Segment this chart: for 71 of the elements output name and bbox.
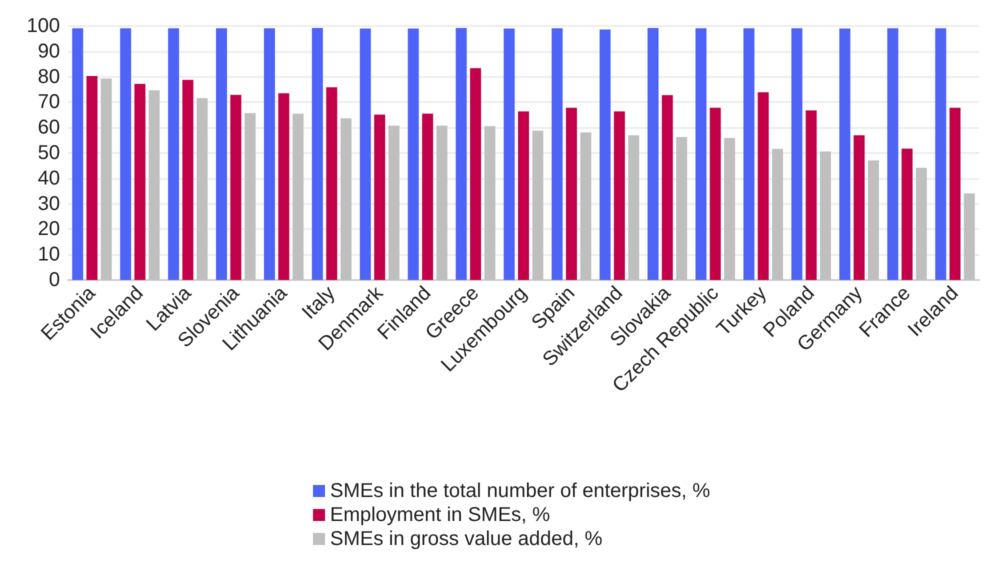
bar: [408, 28, 419, 280]
bar: [916, 168, 927, 280]
bar: [484, 126, 496, 280]
bar: [758, 92, 769, 280]
bar: [839, 28, 850, 280]
bar: [292, 114, 304, 280]
legend-label: Employment in SMEs, %: [330, 504, 550, 526]
bar: [168, 28, 180, 280]
bar: [216, 28, 228, 280]
bar: [134, 84, 146, 280]
y-tick-label: 90: [38, 40, 60, 62]
bar: [120, 28, 132, 280]
bar: [724, 138, 736, 280]
bar: [422, 114, 434, 280]
bar: [600, 30, 611, 280]
bar: [100, 78, 112, 280]
y-tick-label: 0: [48, 269, 60, 291]
bar: [518, 111, 529, 280]
bar: [360, 28, 371, 280]
bar: [72, 28, 84, 280]
bar: [676, 137, 688, 280]
bar: [552, 28, 563, 280]
legend-label: SMEs in gross value added, %: [330, 528, 603, 550]
bar: [648, 28, 659, 280]
bar: [887, 28, 898, 280]
bar: [695, 28, 706, 280]
y-tick-label: 40: [38, 167, 60, 190]
bar: [580, 132, 592, 280]
y-tick-label: 70: [38, 91, 60, 114]
y-tick-label: 50: [38, 142, 60, 164]
bar: [470, 68, 482, 280]
bar: [278, 93, 290, 280]
bar: [196, 98, 208, 280]
bar: [264, 28, 275, 280]
y-tick-label: 30: [38, 192, 60, 215]
legend-label: SMEs in the total number of enterprises, %: [330, 480, 710, 502]
y-tick-label: 10: [38, 244, 60, 266]
bar: [340, 118, 352, 280]
bar: [868, 160, 879, 280]
bar: [791, 28, 802, 280]
bar: [710, 108, 721, 280]
bar: [614, 111, 625, 280]
y-tick-label: 20: [38, 218, 60, 240]
bar: [964, 193, 975, 280]
bar: [326, 87, 338, 280]
bar: [182, 80, 194, 280]
bar: [244, 113, 256, 280]
bar: [148, 90, 160, 280]
bar: [456, 28, 467, 280]
bar: [230, 94, 242, 280]
bar: [854, 135, 865, 280]
bar: [806, 110, 817, 280]
bar: [436, 126, 448, 280]
bar: [312, 28, 323, 280]
bar: [504, 28, 515, 280]
bar: [743, 28, 754, 280]
y-tick-label: 60: [38, 116, 60, 139]
bar: [374, 114, 386, 280]
bar: [388, 126, 400, 280]
bar: [950, 108, 961, 280]
bar: [820, 151, 831, 280]
bar: [935, 28, 946, 280]
bar: [902, 148, 913, 280]
bar: [566, 108, 577, 280]
bar: [662, 95, 673, 280]
bar: [628, 135, 640, 280]
bar: [86, 76, 98, 280]
y-tick-label: 100: [26, 15, 60, 37]
y-tick-label: 80: [38, 66, 60, 88]
bar: [532, 130, 544, 280]
bar: [772, 148, 784, 280]
